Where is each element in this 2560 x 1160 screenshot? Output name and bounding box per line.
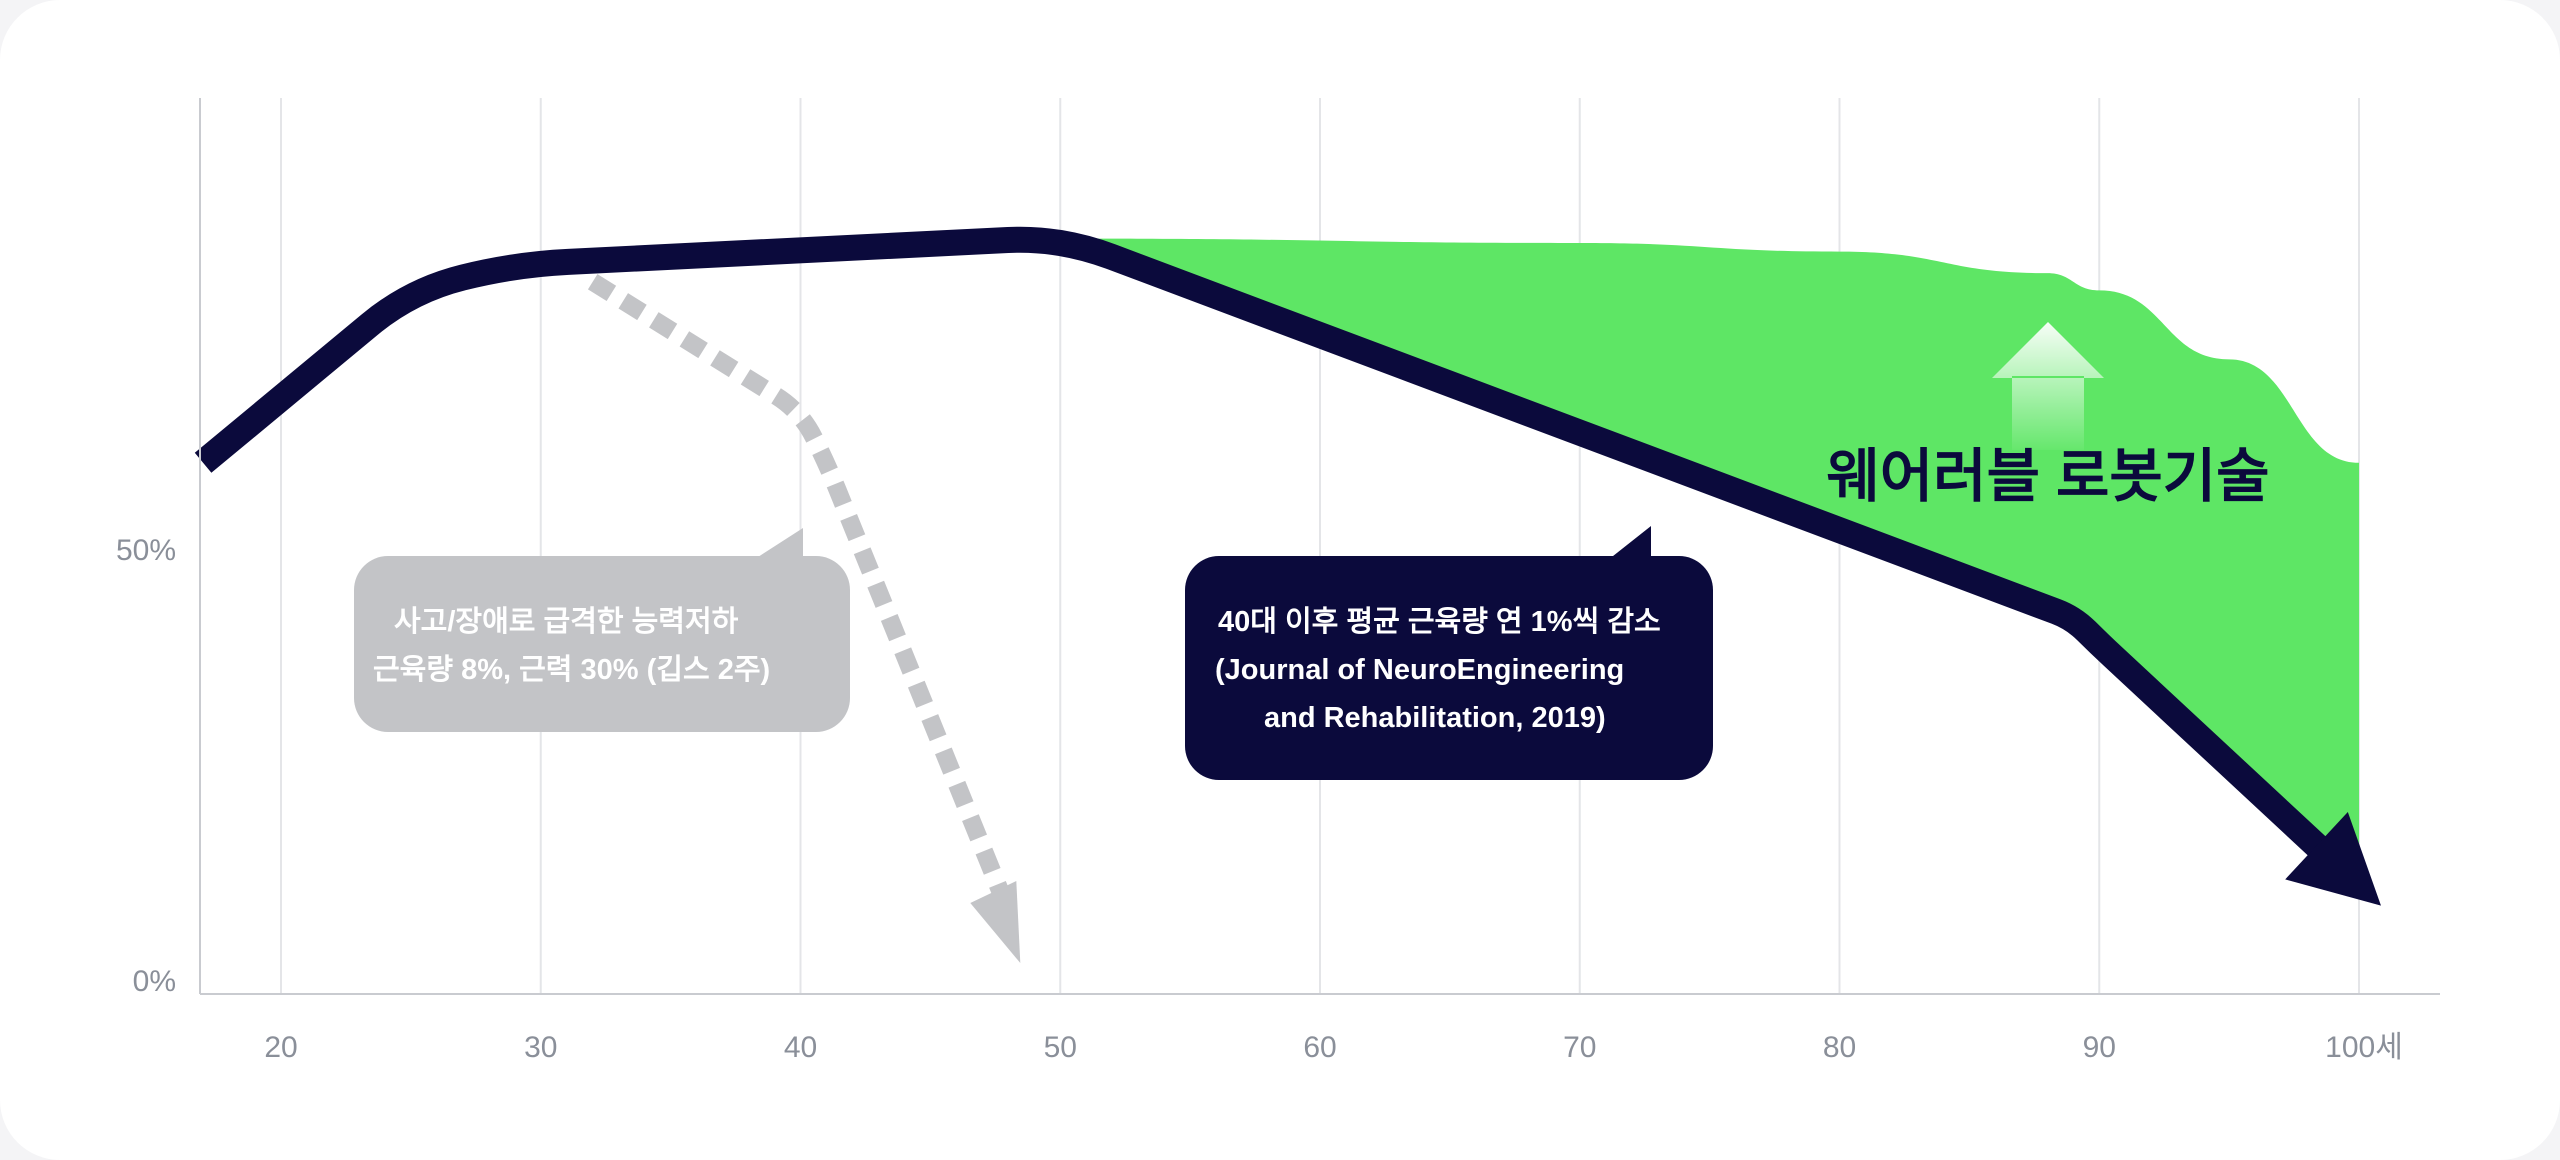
average-decline-callout: 40대 이후 평균 근육량 연 1%씩 감소 (Journal of Neuro… [1185,526,1713,780]
accident-callout-line-2: 근육량 8%, 근력 30% (깁스 2주) [373,653,770,686]
x-tick-label: 40 [784,1031,817,1064]
y-tick-label: 0% [133,965,176,998]
x-tick-label: 90 [2083,1031,2116,1064]
x-tick-label: 50 [1044,1031,1077,1064]
accident-callout-line-1: 사고/장애로 급격한 능력저하 [394,605,739,638]
x-tick-label: 100세 [2325,1031,2403,1064]
x-tick-label: 80 [1823,1031,1856,1064]
average-decline-arrow-head [2285,812,2381,906]
x-tick-label: 60 [1303,1031,1336,1064]
average-callout-line-1: 40대 이후 평균 근육량 연 1%씩 감소 [1218,605,1661,638]
axes [199,98,2440,995]
wearable-robot-label: 웨어러블 로봇기술 [1827,444,2270,509]
x-tick-label: 20 [264,1031,297,1064]
x-tick-label: 70 [1563,1031,1596,1064]
accident-arrow-head [970,881,1021,964]
y-tick-label: 50% [116,534,176,567]
average-callout-line-2: (Journal of NeuroEngineering [1215,654,1624,686]
x-tick-label: 30 [524,1031,557,1064]
average-decline-line [194,226,2339,868]
accident-decline-line [587,274,1017,915]
improvement-up-arrow-icon [1992,322,2104,450]
accident-callout: 사고/장애로 급격한 능력저하 근육량 8%, 근력 30% (깁스 2주) [354,528,850,732]
average-callout-line-3: and Rehabilitation, 2019) [1264,702,1606,734]
y-axis-ticks: 0% 50% [116,534,176,998]
x-axis-ticks: 20 30 40 50 60 70 80 90 100세 [264,1031,2403,1064]
series-lines [194,226,2381,964]
